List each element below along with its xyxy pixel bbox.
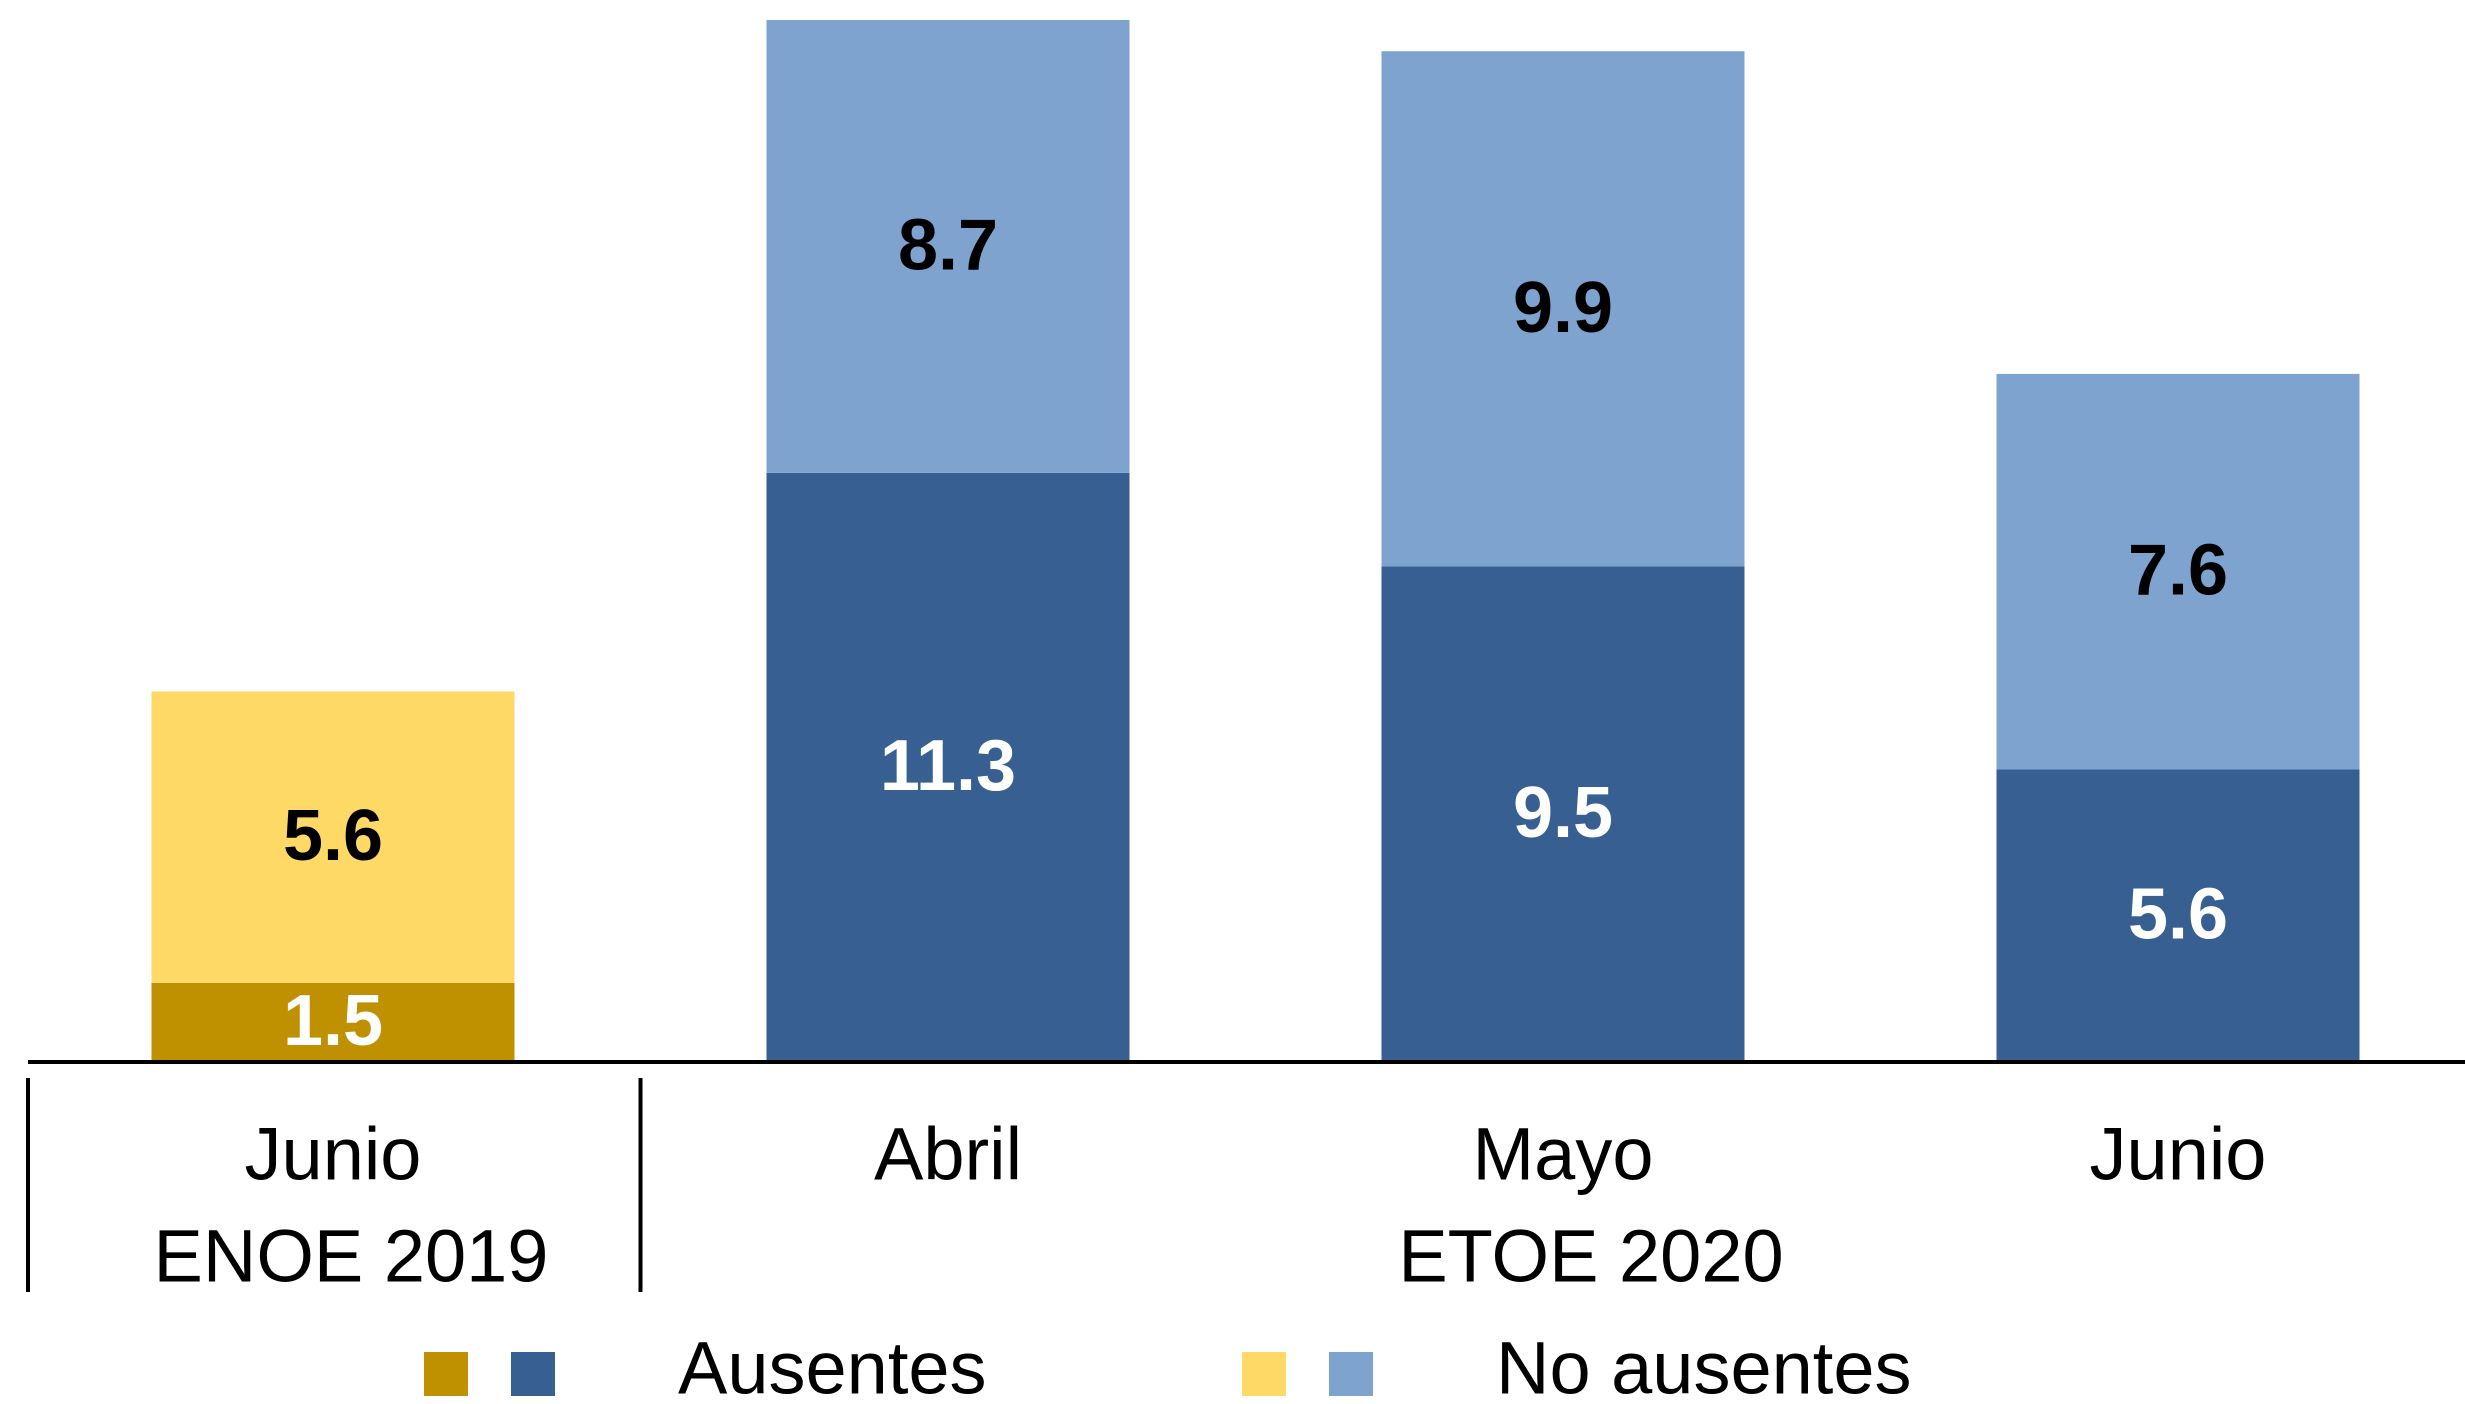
legend-swatch: [511, 1352, 555, 1396]
legend-swatch: [1329, 1352, 1373, 1396]
data-label: 5.6: [2128, 874, 2228, 954]
data-label: 9.5: [1513, 773, 1613, 853]
legend-swatch: [1242, 1352, 1286, 1396]
data-label: 1.5: [283, 981, 383, 1061]
bar-segment: [151, 691, 515, 983]
data-label: 9.9: [1513, 268, 1613, 348]
x-tick-label: Junio: [2090, 1113, 2267, 1196]
data-label: 7.6: [2128, 531, 2228, 611]
x-tick-label: Junio: [245, 1113, 422, 1196]
bar-segment: [1996, 769, 2360, 1061]
legend-label: Ausentes: [678, 1327, 987, 1404]
group-label: ETOE 2020: [1398, 1215, 1783, 1298]
bar-segment: [766, 472, 1130, 1062]
data-label: 5.6: [283, 796, 383, 876]
legend-swatch: [424, 1352, 468, 1396]
legend-label: No ausentes: [1496, 1327, 1912, 1404]
bar-segment: [151, 982, 515, 1061]
bar-segment: [766, 20, 1130, 473]
group-label: ENOE 2019: [154, 1215, 549, 1298]
bar-segment: [1996, 373, 2360, 770]
bar-segment: [1381, 51, 1745, 567]
data-label: 11.3: [880, 726, 1016, 806]
bar-segment: [1381, 566, 1745, 1061]
x-tick-label: Abril: [874, 1113, 1022, 1196]
x-tick-label: Mayo: [1473, 1113, 1654, 1196]
data-label: 8.7: [898, 205, 998, 285]
